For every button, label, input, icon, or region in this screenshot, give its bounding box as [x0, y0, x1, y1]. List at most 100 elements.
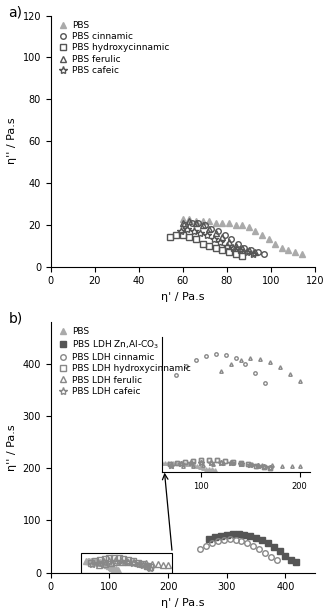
PBS [254, 228, 258, 235]
PBS LDH cafeic [108, 558, 112, 565]
PBS LDH ferulic [138, 559, 142, 566]
PBS LDH cafeic [141, 561, 145, 569]
PBS [109, 563, 113, 571]
PBS hydroxycinnamic [187, 234, 191, 241]
PBS [247, 223, 251, 231]
PBS [266, 236, 270, 243]
PBS LDH cinnamic [239, 537, 243, 544]
PBS cafeic [212, 236, 215, 243]
Y-axis label: η'' / Pa.s: η'' / Pa.s [7, 118, 17, 164]
PBS LDH ferulic [162, 561, 166, 569]
X-axis label: η' / Pa.s: η' / Pa.s [161, 292, 205, 302]
Legend: PBS, PBS cinnamic, PBS hydroxycinnamic, PBS ferulic, PBS cafeic: PBS, PBS cinnamic, PBS hydroxycinnamic, … [55, 20, 171, 76]
PBS LDH Zn,Al-CO$_3$ [272, 544, 276, 551]
PBS [201, 217, 205, 224]
PBS hydroxycinnamic [194, 236, 198, 243]
PBS [116, 566, 119, 573]
PBS LDH ferulic [156, 561, 160, 568]
PBS ferulic [181, 219, 185, 226]
PBS cinnamic [183, 221, 187, 229]
PBS ferulic [234, 242, 238, 250]
PBS LDH cinnamic [204, 542, 208, 549]
PBS hydroxycinnamic [240, 253, 244, 260]
PBS ferulic [220, 234, 224, 241]
PBS cafeic [238, 246, 242, 253]
PBS [273, 240, 277, 247]
PBS hydroxycinnamic [201, 240, 205, 247]
PBS LDH Zn,Al-CO$_3$ [294, 558, 298, 566]
PBS LDH ferulic [144, 560, 148, 567]
PBS LDH hydroxycinnamic [126, 556, 130, 563]
PBS [227, 219, 231, 226]
PBS LDH cafeic [131, 559, 135, 566]
PBS [114, 565, 118, 573]
PBS LDH ferulic [166, 561, 170, 569]
Line: PBS LDH cinnamic: PBS LDH cinnamic [198, 536, 279, 563]
Y-axis label: η'' / Pa.s: η'' / Pa.s [7, 424, 17, 470]
PBS LDH hydroxycinnamic [117, 555, 121, 562]
PBS cafeic [185, 225, 189, 232]
PBS hydroxycinnamic [167, 234, 171, 241]
PBS cafeic [198, 229, 202, 237]
PBS LDH hydroxycinnamic [121, 555, 125, 562]
PBS LDH cinnamic [251, 542, 255, 550]
PBS LDH hydroxycinnamic [103, 555, 107, 562]
PBS cinnamic [262, 250, 266, 258]
PBS cinnamic [229, 236, 233, 243]
PBS LDH cinnamic [222, 536, 226, 544]
PBS ferulic [227, 238, 231, 245]
PBS [240, 221, 244, 229]
PBS cinnamic [236, 240, 240, 247]
PBS LDH Zn,Al-CO$_3$ [283, 552, 287, 559]
Line: PBS cafeic: PBS cafeic [176, 225, 258, 258]
PBS hydroxycinnamic [207, 242, 211, 250]
PBS [187, 215, 191, 222]
PBS [105, 561, 109, 569]
PBS LDH ferulic [115, 558, 118, 566]
X-axis label: η' / Pa.s: η' / Pa.s [161, 598, 205, 608]
PBS LDH cafeic [90, 561, 94, 568]
Text: b): b) [9, 312, 23, 325]
PBS [286, 246, 290, 253]
PBS LDH Zn,Al-CO$_3$ [231, 530, 235, 538]
PBS [234, 221, 238, 229]
Line: PBS LDH hydroxycinnamic: PBS LDH hydroxycinnamic [88, 555, 153, 570]
PBS hydroxycinnamic [214, 244, 218, 252]
PBS LDH cafeic [113, 557, 117, 565]
PBS [207, 217, 211, 224]
PBS cinnamic [210, 225, 213, 232]
PBS [96, 558, 100, 565]
PBS LDH cinnamic [245, 539, 249, 547]
PBS LDH cinnamic [210, 539, 214, 547]
PBS LDH ferulic [109, 560, 113, 567]
PBS LDH Zn,Al-CO$_3$ [242, 531, 246, 538]
PBS LDH hydroxycinnamic [136, 559, 140, 566]
PBS LDH ferulic [150, 560, 154, 568]
PBS hydroxycinnamic [220, 246, 224, 253]
PBS ferulic [207, 225, 211, 232]
PBS LDH cafeic [137, 560, 141, 568]
PBS [181, 215, 185, 222]
PBS LDH hydroxycinnamic [145, 562, 149, 569]
PBS [91, 558, 95, 565]
PBS LDH cafeic [149, 564, 153, 571]
PBS [260, 232, 264, 239]
PBS cafeic [205, 232, 209, 239]
PBS LDH Zn,Al-CO$_3$ [254, 534, 258, 541]
PBS cafeic [218, 238, 222, 245]
PBS LDH hydroxycinnamic [131, 558, 135, 565]
Text: a): a) [9, 6, 23, 20]
PBS LDH hydroxycinnamic [108, 555, 112, 562]
Line: PBS LDH ferulic: PBS LDH ferulic [96, 559, 171, 568]
PBS [95, 558, 99, 565]
PBS [293, 248, 297, 256]
PBS ferulic [214, 229, 218, 237]
PBS LDH hydroxycinnamic [93, 558, 97, 565]
PBS cafeic [245, 248, 249, 256]
PBS [103, 560, 107, 568]
PBS cafeic [192, 228, 196, 235]
PBS LDH Zn,Al-CO$_3$ [237, 530, 241, 538]
Line: PBS cinnamic: PBS cinnamic [182, 220, 267, 257]
PBS [84, 557, 88, 565]
Line: PBS hydroxycinnamic: PBS hydroxycinnamic [167, 232, 245, 259]
